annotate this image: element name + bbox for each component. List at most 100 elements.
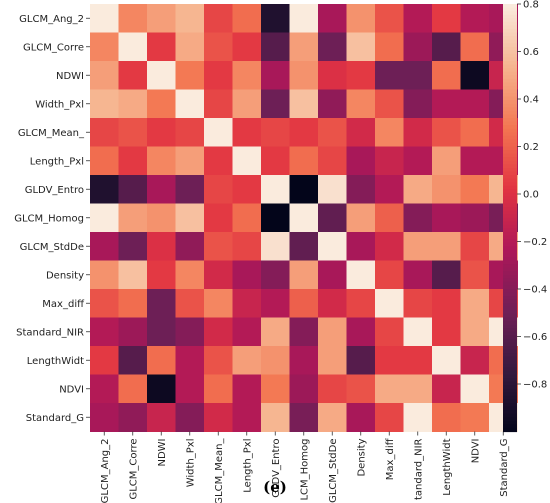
- row-label: Max_diff: [42, 299, 85, 310]
- colorbar-segment: [503, 46, 517, 51]
- row-label: GLCM_Corre: [23, 42, 84, 53]
- colorbar-segment: [503, 310, 517, 315]
- heatmap-cell: [432, 175, 461, 204]
- heatmap-cell: [232, 146, 262, 176]
- heatmap-cell: [204, 118, 233, 147]
- heatmap-cell: [90, 146, 119, 176]
- heatmap-cell: [460, 89, 490, 119]
- heatmap-cell: [175, 289, 205, 318]
- heatmap-cell: [460, 61, 490, 90]
- heatmap-cell: [232, 260, 262, 290]
- row-label: Standard_G: [26, 413, 84, 424]
- heatmap-cell: [118, 232, 148, 261]
- colorbar-segment: [503, 388, 517, 393]
- heatmap-cell: [175, 32, 205, 62]
- heatmap-cell: [460, 403, 490, 432]
- row-label: GLCM_StdDe: [20, 242, 84, 253]
- heatmap-cell: [432, 260, 461, 290]
- colorbar-segment: [503, 306, 517, 311]
- row-label: GLCM_Ang_2: [19, 14, 84, 25]
- heatmap-cell: [90, 118, 119, 147]
- heatmap-cell: [403, 317, 433, 347]
- heatmap-cell: [346, 374, 376, 404]
- heatmap-cell: [289, 146, 319, 176]
- heatmap-cell: [261, 118, 290, 147]
- heatmap-cell: [289, 4, 319, 33]
- heatmap-cell: [289, 232, 319, 261]
- colorbar-segment: [503, 367, 517, 372]
- heatmap-cell: [175, 4, 205, 33]
- column-label: LengthWidt: [442, 438, 453, 495]
- heatmap-cells: [90, 4, 518, 432]
- heatmap-cell: [432, 146, 461, 176]
- colorbar-segment: [503, 121, 517, 126]
- colorbar-segment: [503, 7, 517, 12]
- heatmap-cell: [261, 346, 290, 375]
- heatmap-cell: [432, 346, 461, 375]
- heatmap-cell: [118, 4, 148, 33]
- heatmap-cell: [460, 4, 490, 33]
- heatmap-cell: [403, 175, 433, 204]
- heatmap-cell: [318, 374, 347, 404]
- heatmap-cell: [375, 118, 404, 147]
- heatmap-cell: [403, 4, 433, 33]
- row-label: GLCM_Mean_: [18, 128, 85, 139]
- heatmap-cell: [346, 61, 376, 90]
- colorbar-segment: [503, 413, 517, 418]
- colorbar-segment: [503, 420, 517, 425]
- heatmap-cell: [289, 260, 319, 290]
- colorbar-segment: [503, 167, 517, 173]
- colorbar-segment: [503, 43, 517, 48]
- colorbar-segment: [503, 217, 517, 222]
- colorbar-segment: [503, 96, 517, 101]
- heatmap-cell: [432, 32, 461, 62]
- heatmap-cell: [346, 232, 376, 261]
- colorbar-segment: [503, 256, 517, 262]
- heatmap-cell: [403, 346, 433, 375]
- colorbar: 0.8 0.6 0.4 0.2 0.0 −0.2 −0.4 −0.6 −0.8: [503, 0, 547, 433]
- heatmap-cell: [346, 403, 376, 432]
- heatmap-cell: [403, 61, 433, 90]
- heatmap-cell: [147, 89, 176, 119]
- heatmap-cell: [289, 118, 319, 147]
- column-label: GLCM_Corre: [128, 439, 139, 500]
- colorbar-segment: [503, 267, 517, 272]
- heatmap-cell: [232, 61, 262, 90]
- heatmap-cell: [232, 374, 262, 404]
- heatmap-cell: [432, 289, 461, 318]
- colorbar-segment: [503, 153, 517, 158]
- heatmap-cell: [375, 403, 404, 432]
- heatmap-cell: [118, 346, 148, 375]
- heatmap-cell: [232, 4, 262, 33]
- column-label: LCM_Homog: [299, 439, 310, 501]
- colorbar-segment: [503, 253, 517, 258]
- heatmap-cell: [346, 118, 376, 147]
- heatmap-cell: [460, 203, 490, 233]
- heatmap-cell: [460, 346, 490, 375]
- column-label: GLDV_Entro: [271, 439, 282, 498]
- heatmap-cell: [232, 89, 262, 119]
- heatmap-cell: [375, 89, 404, 119]
- colorbar-tick-label: −0.4: [523, 285, 547, 296]
- heatmap-cell: [432, 4, 461, 33]
- heatmap-cell: [346, 346, 376, 375]
- colorbar-segment: [503, 21, 517, 26]
- heatmap-cell: [261, 260, 290, 290]
- colorbar-segment: [503, 68, 517, 73]
- heatmap-cell: [204, 374, 233, 404]
- heatmap-cell: [147, 374, 176, 404]
- column-label: GLCM_StdDe: [328, 439, 339, 503]
- heatmap-cell: [403, 260, 433, 290]
- heatmap-cell: [90, 89, 119, 119]
- heatmap-cell: [432, 61, 461, 90]
- colorbar-segment: [503, 93, 517, 98]
- heatmap-cell: [346, 4, 376, 33]
- heatmap-cell: [118, 317, 148, 347]
- row-label: Length_Pxl: [30, 156, 84, 167]
- colorbar-segment: [503, 75, 517, 80]
- colorbar-segment: [503, 271, 517, 276]
- heatmap-cell: [147, 317, 176, 347]
- column-label: Width_Pxl: [185, 439, 196, 488]
- heatmap-cell: [147, 175, 176, 204]
- heatmap-cell: [403, 203, 433, 233]
